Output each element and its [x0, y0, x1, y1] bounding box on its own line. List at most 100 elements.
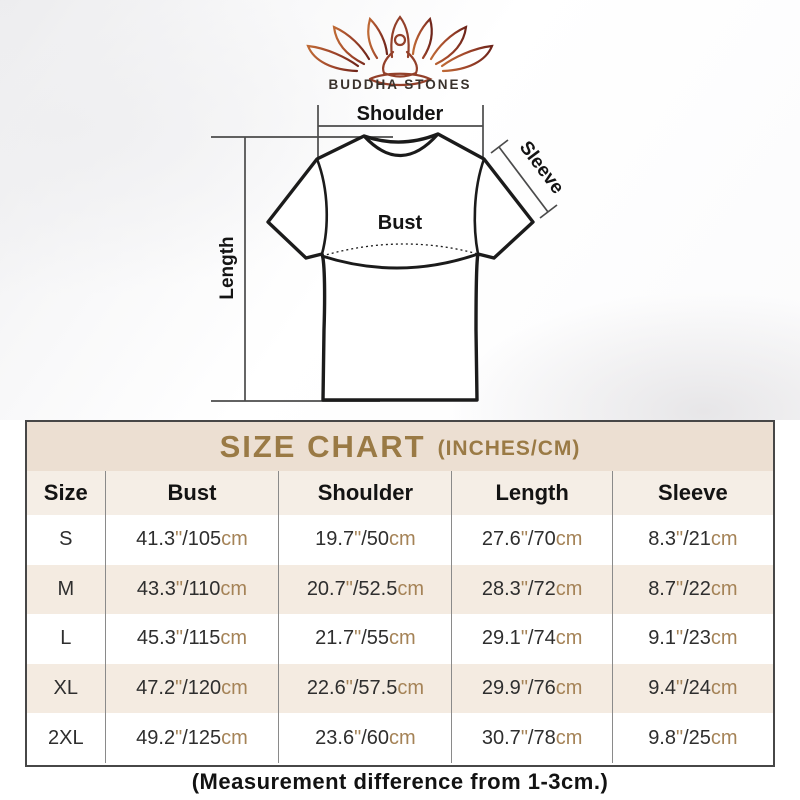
- table-cell-shoulder: 22.6 "/57.5 cm: [278, 663, 452, 714]
- lotus-meditation-icon: [306, 16, 494, 73]
- measurement-text: 9.4: [648, 677, 676, 700]
- table-cell-shoulder: 20.7 "/52.5 cm: [278, 564, 452, 615]
- measurement-text: ": [175, 528, 183, 551]
- table-cell-bust: 49.2 "/125 cm: [104, 713, 279, 763]
- column-header-length: Length: [451, 471, 612, 515]
- measurement-text: cm: [710, 528, 738, 551]
- size-chart-title-units: (INCHES/CM): [437, 436, 581, 460]
- measurement-text: 9.8: [648, 726, 676, 749]
- table-cell-bust: 45.3 "/115 cm: [104, 614, 279, 664]
- table-cell-sleeve: 9.1 "/23 cm: [611, 614, 773, 664]
- measurement-text: /70: [527, 528, 556, 551]
- measurement-text: /57.5: [352, 677, 398, 700]
- measurement-text: 19.7: [315, 528, 355, 551]
- measurement-text: /52.5: [352, 577, 398, 600]
- measurement-text: ": [520, 627, 528, 650]
- column-header-bust: Bust: [104, 471, 279, 515]
- measurement-text: cm: [389, 726, 416, 749]
- measurement-note: (Measurement difference from 1-3cm.): [191, 769, 609, 794]
- measurement-text: ": [354, 627, 362, 650]
- table-cell-bust: 47.2 "/120 cm: [104, 663, 279, 714]
- size-cell: S: [59, 528, 73, 551]
- measurement-text: 8.7: [648, 577, 676, 600]
- table-cell-shoulder: 19.7 "/50 cm: [278, 515, 451, 565]
- measurement-text: /24: [683, 677, 711, 700]
- measurement-text: 28.3: [481, 577, 521, 600]
- shoulder-label: Shoulder: [357, 103, 444, 125]
- measurement-text: cm: [710, 677, 738, 700]
- measurement-text: cm: [220, 577, 248, 600]
- measurement-text: cm: [710, 627, 738, 650]
- size-cell: XL: [27, 663, 105, 714]
- measurement-text: /105: [182, 528, 222, 551]
- measurement-text: ": [175, 726, 183, 749]
- measurement-text: ": [520, 677, 528, 700]
- table-cell-bust: 43.3 "/110 cm: [104, 564, 279, 615]
- size-cell: 2XL: [47, 726, 84, 749]
- measurement-text: ": [175, 577, 183, 600]
- measurement-text: 22.6: [306, 677, 346, 700]
- measurement-text: ": [520, 577, 528, 600]
- measurement-text: cm: [555, 677, 583, 700]
- brand-name: BUDDHA STONES: [328, 77, 471, 92]
- table-cell-sleeve: 8.3 "/21 cm: [611, 515, 773, 565]
- measurement-text: /25: [683, 726, 711, 749]
- tshirt-outline: [266, 132, 535, 402]
- table-cell-bust: 41.3 "/105 cm: [104, 515, 279, 565]
- bust-label: Bust: [378, 212, 423, 234]
- measurement-text: /76: [527, 677, 556, 700]
- measurement-text: 29.9: [481, 677, 521, 700]
- measurement-text: 27.6: [481, 528, 521, 551]
- table-cell-sleeve: 9.4 "/24 cm: [611, 663, 773, 714]
- measurement-text: ": [520, 528, 528, 551]
- measurement-text: /60: [361, 726, 390, 749]
- table-cell-shoulder: 23.6 "/60 cm: [278, 713, 451, 763]
- measurement-text: ": [676, 726, 684, 749]
- table-cell-length: 29.1 "/74 cm: [451, 614, 611, 664]
- size-chart-title-band: SIZE CHART (INCHES/CM): [27, 422, 773, 471]
- measurement-text: 29.1: [481, 627, 521, 650]
- size-cell: L: [60, 627, 72, 650]
- measurement-text: ": [676, 627, 684, 650]
- table-cell-shoulder: 21.7 "/55 cm: [278, 614, 451, 664]
- measurement-text: cm: [710, 726, 738, 749]
- measurement-text: /115: [182, 627, 221, 650]
- measurement-text: 23.6: [315, 726, 355, 749]
- measurement-text: cm: [555, 577, 583, 600]
- table-cell-sleeve: 8.7 "/22 cm: [611, 564, 773, 615]
- tshirt-measurement-diagram: BUDDHA STONES Shoulder Bust: [211, 15, 568, 402]
- measurement-text: /120: [182, 677, 222, 700]
- measurement-text: 9.1: [648, 627, 676, 650]
- measurement-text: ": [175, 677, 183, 700]
- table-cell-length: 30.7 "/78 cm: [451, 713, 611, 763]
- bust-line-front: [321, 252, 479, 270]
- measurement-text: cm: [555, 528, 583, 551]
- sleeve-label: Sleeve: [515, 137, 568, 198]
- measurement-text: /78: [527, 726, 556, 749]
- measurement-text: ": [175, 627, 183, 650]
- measurement-text: /21: [683, 528, 711, 551]
- size-chart-title: SIZE CHART: [219, 428, 426, 464]
- measurement-text: cm: [397, 577, 425, 600]
- measurement-text: ": [676, 528, 684, 551]
- measurement-text: ": [345, 677, 353, 700]
- column-header-size: Size: [27, 471, 105, 515]
- size-chart-grid: Size Bust Shoulder Length Sleeve S 41.3 "/105 cm…: [27, 471, 773, 763]
- measurement-text: cm: [221, 677, 248, 700]
- column-header-sleeve: Sleeve: [611, 471, 773, 515]
- measurement-text: ": [354, 528, 362, 551]
- measurement-text: /72: [527, 577, 556, 600]
- measurement-text: 43.3: [136, 577, 176, 600]
- measurement-text: cm: [555, 627, 583, 650]
- measurement-text: 8.3: [648, 528, 676, 551]
- measurement-text: 49.2: [136, 726, 176, 749]
- table-cell-sleeve: 9.8 "/25 cm: [611, 713, 773, 763]
- size-cell: M: [27, 564, 105, 615]
- table-cell-length: 29.9 "/76 cm: [451, 663, 612, 714]
- measurement-text: cm: [221, 726, 248, 749]
- table-cell-length: 28.3 "/72 cm: [451, 564, 612, 615]
- measurement-text: cm: [397, 677, 425, 700]
- measurement-text: 47.2: [136, 677, 176, 700]
- measurement-text: 30.7: [481, 726, 521, 749]
